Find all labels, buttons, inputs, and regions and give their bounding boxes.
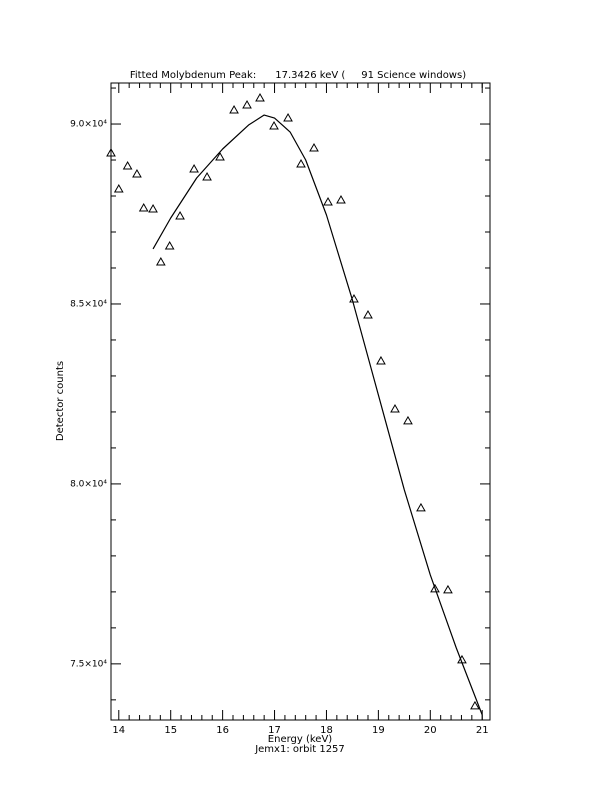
data-point	[269, 121, 279, 130]
data-point	[430, 583, 440, 593]
data-point	[202, 171, 212, 181]
data-point	[215, 152, 225, 161]
x-axis-label: Energy (keV)	[268, 734, 333, 745]
x-tick-label: 20	[424, 725, 437, 736]
y-tick-label: 7.5×10⁴	[70, 659, 107, 669]
data-point	[323, 197, 333, 206]
plot-frame	[110, 82, 491, 721]
y-tick-label: 8.5×10⁴	[70, 299, 107, 309]
data-point	[229, 105, 239, 114]
x-tick-label: 16	[216, 725, 229, 736]
data-point	[390, 403, 400, 413]
x-tick-label: 15	[164, 725, 177, 736]
x-tick-label: 21	[476, 725, 489, 736]
data-point	[122, 161, 133, 170]
data-point	[189, 164, 199, 173]
fit-line	[152, 114, 483, 716]
y-tick-label: 8.0×10⁴	[70, 479, 107, 489]
x-tick-label: 19	[372, 725, 385, 736]
chart-title: Fitted Molybdenum Peak: 17.3426 keV ( 91…	[130, 70, 466, 81]
data-point	[113, 184, 124, 193]
subtitle: Jemx1: orbit 1257	[254, 744, 345, 755]
data-point	[155, 256, 166, 266]
data-point	[470, 700, 480, 710]
x-tick-label: 17	[268, 725, 281, 736]
data-point	[255, 93, 265, 102]
data-point	[138, 202, 149, 212]
data-point	[336, 194, 346, 204]
data-point	[242, 100, 252, 109]
data-point	[376, 355, 386, 365]
y-tick-label: 9.0×10⁴	[70, 120, 107, 130]
data-point	[132, 169, 142, 178]
data-point	[283, 113, 293, 122]
data-point	[416, 502, 426, 512]
data-point	[296, 159, 306, 168]
y-axis-label: Detector counts	[55, 361, 66, 441]
data-point	[403, 415, 413, 425]
data-point	[148, 203, 158, 213]
data-point	[363, 309, 373, 319]
data-point	[443, 584, 453, 594]
data-point	[309, 143, 319, 152]
x-tick-label: 18	[320, 725, 333, 736]
data-point	[175, 211, 185, 220]
x-tick-label: 14	[112, 725, 125, 736]
data-point	[164, 240, 175, 250]
data-point	[106, 148, 116, 157]
